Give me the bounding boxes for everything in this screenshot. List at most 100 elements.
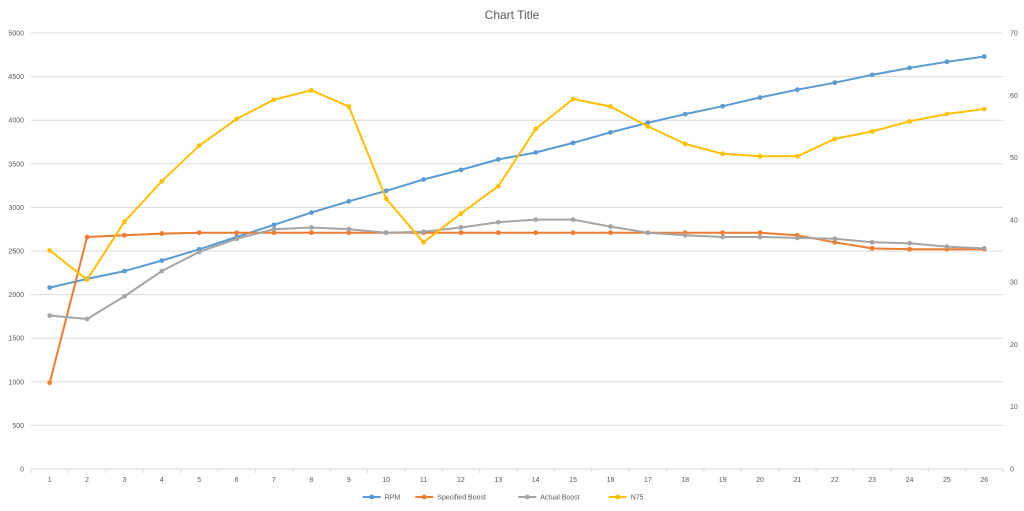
data-point [308, 225, 314, 230]
legend-label: Actual Boost [540, 495, 579, 502]
legend: RPM Specified Boost Actual Boost N75 [362, 494, 644, 502]
data-point [832, 136, 838, 142]
series-rpm [47, 54, 987, 291]
x-axis-tick-label: 4 [160, 477, 164, 484]
data-point [570, 217, 576, 223]
legend-label: Specified Boost [437, 495, 486, 502]
x-axis-tick-label: 3 [123, 477, 127, 484]
right-axis-tick-label: 20 [1010, 342, 1018, 349]
data-point [757, 153, 763, 159]
x-axis-tick-label: 5 [197, 477, 201, 484]
legend-item: N75 [608, 495, 644, 502]
data-point [159, 231, 165, 236]
data-point [196, 230, 202, 236]
data-point [47, 380, 53, 386]
data-point [645, 124, 651, 129]
right-axis-tick-label: 30 [1010, 280, 1018, 287]
data-point [308, 210, 314, 216]
data-point [869, 239, 875, 245]
left-axis-tick-label: 2000 [8, 292, 24, 299]
data-point [981, 245, 987, 251]
x-axis-tick-label: 12 [457, 477, 465, 484]
data-point [944, 111, 950, 117]
chart-title: Chart Title [485, 8, 540, 22]
data-point [570, 140, 576, 146]
data-point [869, 72, 875, 78]
legend-marker [524, 494, 530, 500]
data-point [720, 103, 726, 109]
data-point [122, 268, 127, 274]
data-point [720, 230, 726, 236]
x-axis-ticks: 1 2 3 4 5 6 7 8 9 10 11 12 13 14 15 16 17 18 19 20 21 22 23 24 2… [48, 477, 989, 484]
data-point [346, 226, 352, 232]
left-axis-ticks: 0 500 1000 1500 2000 2500 3000 3500 4000 4500 5000 [8, 31, 24, 474]
data-point [869, 245, 875, 251]
data-point [533, 230, 539, 236]
right-axis-ticks: 0 10 20 30 40 50 60 70 [1010, 31, 1018, 474]
data-point [570, 230, 576, 236]
x-axis-tick-label: 7 [272, 477, 276, 484]
data-point [682, 232, 688, 238]
series [47, 54, 987, 386]
data-point [832, 236, 838, 242]
data-point [122, 219, 127, 225]
x-axis-tick-label: 13 [494, 477, 502, 484]
data-point [981, 106, 987, 112]
data-point [832, 80, 838, 86]
data-point [682, 111, 688, 117]
data-point [383, 188, 389, 194]
data-point [495, 219, 501, 225]
data-point [84, 277, 90, 283]
x-axis-tick-label: 10 [382, 477, 390, 484]
x-axis-tick-label: 16 [607, 477, 615, 484]
data-point [196, 249, 202, 255]
x-axis-tick-label: 23 [868, 477, 876, 484]
data-point [346, 230, 352, 236]
data-point [907, 65, 912, 71]
legend-marker [421, 494, 427, 500]
data-point [608, 104, 613, 109]
data-point [383, 230, 389, 236]
legend-label: N75 [631, 495, 644, 502]
gridlines [30, 32, 1004, 473]
data-point [458, 167, 464, 173]
data-point [495, 157, 501, 162]
data-point [47, 285, 53, 291]
data-point [907, 119, 912, 124]
left-axis-tick-label: 1000 [8, 379, 24, 386]
data-point [944, 244, 950, 250]
right-axis-tick-label: 70 [1010, 31, 1018, 38]
data-point [757, 95, 763, 100]
data-point [608, 130, 613, 135]
data-point [346, 198, 352, 204]
data-point [234, 116, 240, 122]
data-point [421, 229, 426, 235]
data-point [122, 232, 127, 238]
data-point [234, 230, 240, 236]
data-point [832, 239, 838, 245]
legend-item: Actual Boost [518, 494, 580, 502]
data-point [907, 240, 912, 246]
data-point [421, 239, 426, 245]
x-axis-tick-label: 21 [793, 477, 801, 484]
right-axis-tick-label: 0 [1010, 467, 1014, 474]
data-point [495, 183, 501, 189]
x-axis-tick-label: 6 [235, 477, 239, 484]
x-axis-tick-label: 15 [569, 477, 577, 484]
data-point [383, 196, 389, 202]
data-point [159, 258, 165, 263]
right-axis-tick-label: 40 [1010, 217, 1018, 224]
data-point [794, 235, 800, 241]
data-point [608, 230, 613, 236]
left-axis-tick-label: 4500 [8, 74, 24, 81]
data-point [645, 230, 651, 236]
series-line [49, 89, 985, 281]
x-axis-tick-label: 22 [831, 477, 839, 484]
data-point [47, 313, 53, 318]
left-axis-tick-label: 3000 [8, 205, 24, 212]
data-point [47, 247, 53, 253]
data-point [720, 151, 726, 157]
data-point [869, 129, 875, 134]
